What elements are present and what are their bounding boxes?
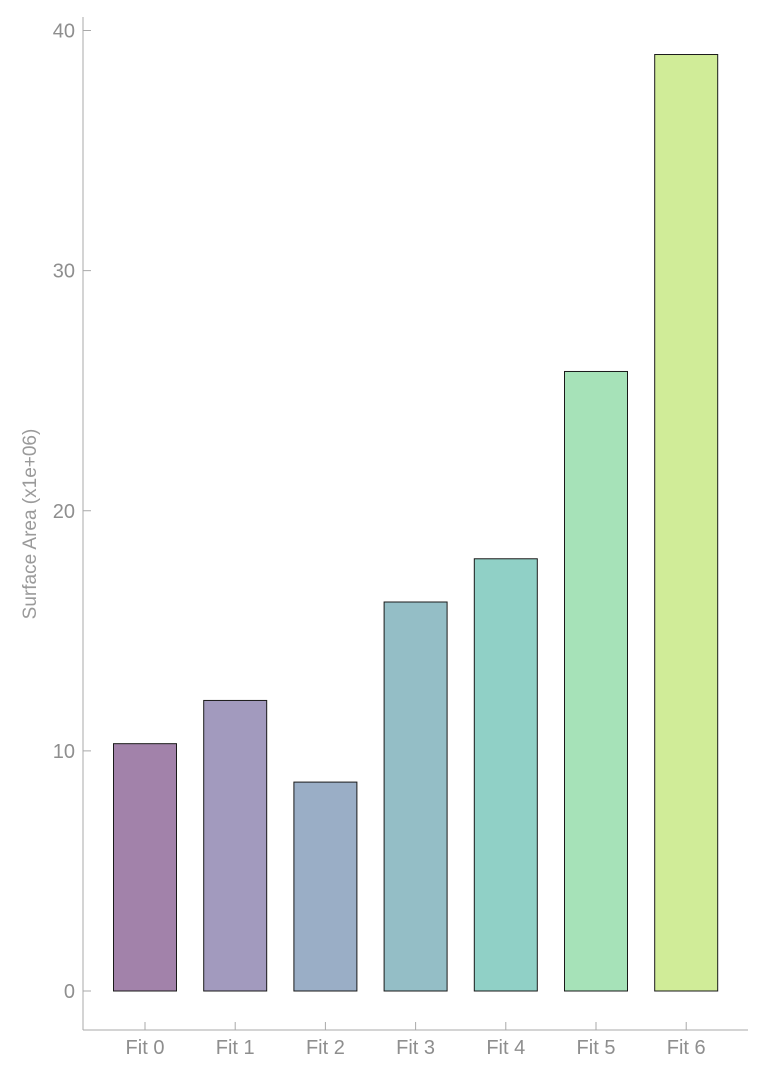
bar-fit-3	[383, 601, 448, 992]
x-tick-label: Fit 6	[667, 1037, 706, 1059]
x-ticks: Fit 0 Fit 1 Fit 2 Fit 3 Fit 4 Fit 5 Fit 6	[126, 1022, 706, 1059]
y-tick-label: 40	[53, 21, 75, 43]
bar-fit-6	[654, 54, 719, 992]
y-tick-label: 30	[53, 261, 75, 283]
y-ticks: 0 10 20 30 40	[53, 21, 91, 1003]
y-tick-label: 20	[53, 501, 75, 523]
y-tick-label: 0	[64, 981, 75, 1003]
x-tick-label: Fit 1	[216, 1037, 255, 1059]
bar-fit-1	[203, 699, 268, 992]
x-tick-label: Fit 5	[577, 1037, 616, 1059]
x-tick-label: Fit 0	[126, 1037, 165, 1059]
bar-fit-0	[113, 743, 177, 992]
x-tick-label: Fit 4	[486, 1037, 525, 1059]
x-tick-label: Fit 2	[306, 1037, 345, 1059]
y-axis: 0 10 20 30 40	[53, 17, 91, 1030]
x-tick-label: Fit 3	[396, 1037, 435, 1059]
bars	[113, 54, 719, 992]
bar-fit-5	[564, 370, 628, 992]
bar-fit-4	[473, 558, 538, 992]
bar-fit-2	[293, 781, 358, 992]
y-tick-label: 10	[53, 741, 75, 763]
y-axis-title: Surface Area (x1e+06)	[20, 429, 41, 620]
x-axis: Fit 0 Fit 1 Fit 2 Fit 3 Fit 4 Fit 5 Fit 6	[83, 1022, 748, 1059]
